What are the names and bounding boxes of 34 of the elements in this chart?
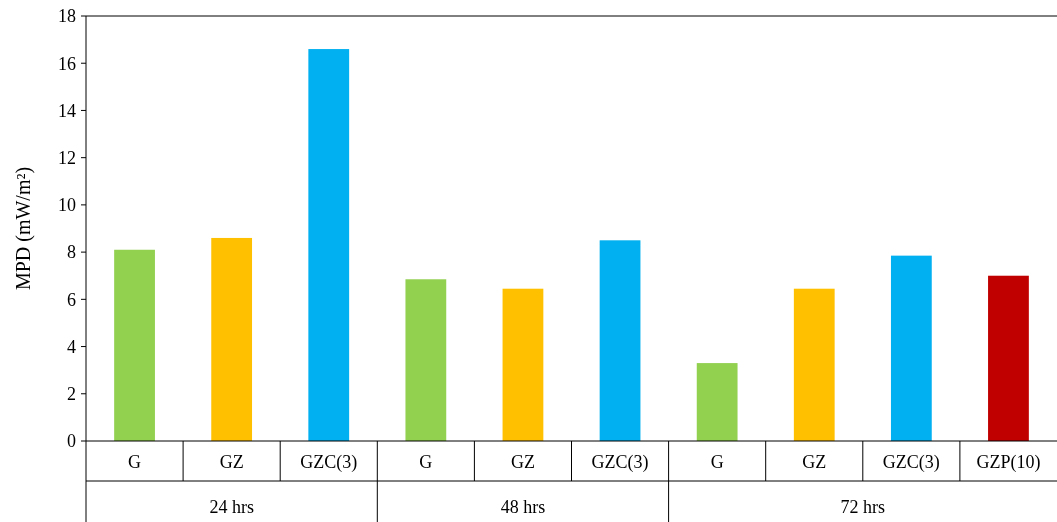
y-tick-label: 0 — [67, 431, 76, 452]
bar — [502, 288, 544, 441]
y-tick-label: 16 — [58, 53, 76, 74]
x-tick-label: GZC(3) — [300, 452, 358, 473]
y-tick-label: 6 — [67, 289, 76, 310]
bar — [890, 255, 932, 441]
bar — [793, 288, 835, 441]
bar — [405, 279, 447, 441]
y-tick-label: 2 — [67, 384, 76, 405]
bar — [696, 363, 738, 441]
x-tick-label: G — [128, 452, 142, 472]
x-tick-label: GZP(10) — [976, 452, 1041, 473]
x-tick-label: GZC(3) — [882, 452, 940, 473]
y-tick-label: 12 — [58, 147, 76, 168]
text: 24 hrs — [209, 497, 254, 517]
y-tick-label: 4 — [67, 336, 76, 357]
y-tick-label: 8 — [67, 242, 76, 263]
text: 72 hrs — [840, 497, 886, 517]
bar — [211, 237, 253, 441]
y-tick-label: 14 — [58, 100, 76, 121]
bar — [599, 240, 641, 441]
bar — [308, 49, 350, 441]
y-tick-label: 18 — [58, 6, 76, 27]
y-axis-title: MPD (mW/m²) — [12, 166, 35, 291]
x-tick-label: GZ — [219, 452, 244, 472]
x-tick-label: G — [419, 452, 433, 472]
x-tick-label: GZ — [802, 452, 827, 472]
bar — [988, 275, 1029, 441]
bar — [114, 249, 155, 441]
x-tick-label: GZ — [510, 452, 535, 472]
x-tick-label: GZC(3) — [591, 452, 649, 473]
y-tick-label: 10 — [58, 195, 76, 216]
x-tick-label: G — [710, 452, 724, 472]
text: 48 hrs — [500, 497, 546, 517]
